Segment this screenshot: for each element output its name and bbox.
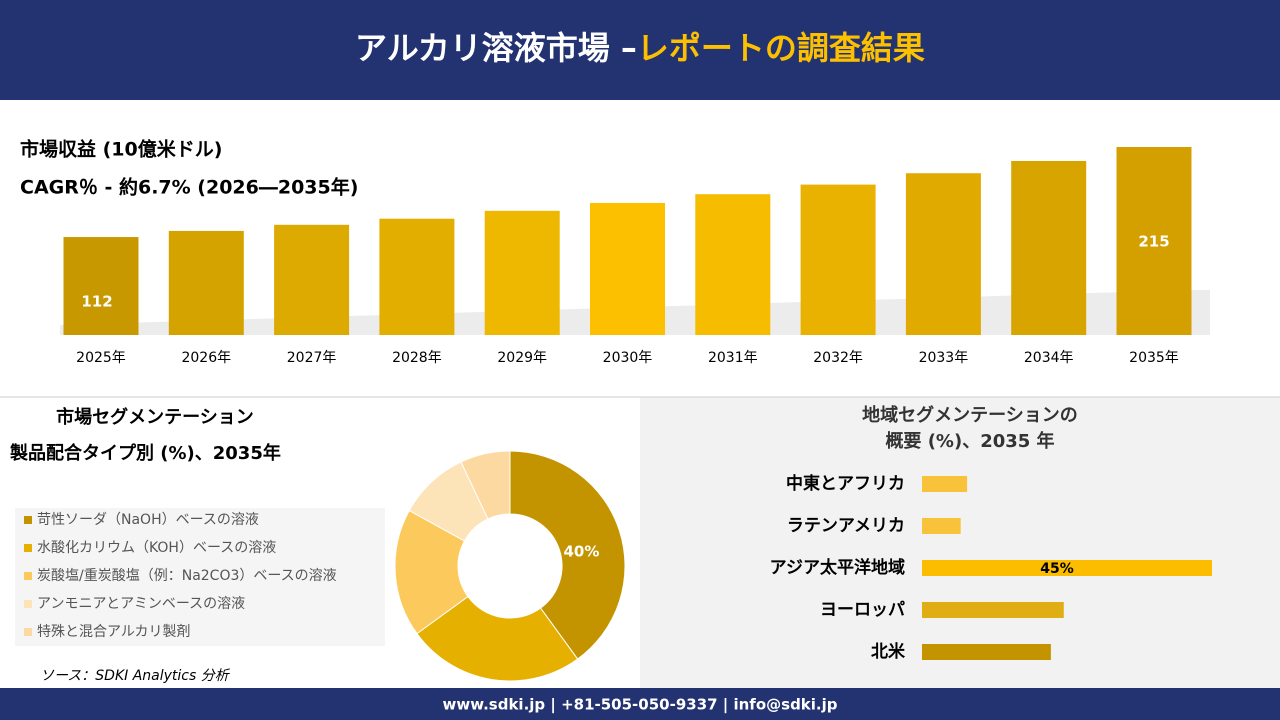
bar: [922, 476, 968, 492]
legend-label: 炭酸塩/重炭酸塩（例：Na2CO3）ベースの溶液: [37, 568, 337, 584]
chart-title: 市場収益 (10億米ドル): [20, 138, 222, 161]
legend-marker: [24, 544, 32, 552]
bar: [905, 173, 981, 335]
bar: [922, 518, 961, 534]
header-title-highlight: レポートの調査結果: [637, 29, 925, 67]
bar: [63, 237, 139, 335]
bar: [168, 230, 244, 335]
bar: [922, 560, 1212, 576]
value-label: 215: [1138, 233, 1169, 251]
value-label: 45%: [1040, 561, 1074, 577]
donut-segment: [460, 450, 511, 520]
legend-label: アンモニアとアミンベースの溶液: [37, 596, 245, 612]
legend-label: 苛性ソーダ（NaOH）ベースの溶液: [37, 511, 259, 528]
y-tick-label: 中東とアフリカ: [786, 473, 905, 494]
donut-segment: [509, 450, 626, 660]
chart-subtitle: CAGR％ - 約6.7% (2026―2035年): [20, 176, 358, 199]
y-tick-label: ラテンアメリカ: [787, 516, 905, 536]
bar: [379, 218, 455, 335]
x-tick-label: 2035年: [1129, 350, 1179, 366]
chart-subtitle: 概要 (%)、2035 年: [885, 430, 1054, 452]
chart-title: 市場セグメンテーション: [56, 406, 254, 428]
bar: [1116, 147, 1192, 335]
bar: [922, 644, 1051, 660]
x-tick-label: 2031年: [708, 350, 758, 366]
bar: [274, 224, 350, 335]
donut-segment: [394, 509, 469, 635]
right-panel: [640, 397, 1280, 688]
x-tick-label: 2032年: [813, 350, 863, 366]
bar: [590, 202, 665, 335]
x-tick-label: 2027年: [287, 350, 337, 366]
legend-label: 特殊と混合アルカリ製剤: [37, 624, 190, 640]
legend-marker: [24, 600, 32, 608]
x-tick-label: 2026年: [181, 350, 231, 366]
x-tick-label: 2033年: [919, 350, 969, 366]
x-tick-label: 2030年: [603, 350, 653, 366]
bar: [800, 184, 876, 335]
y-tick-label: ヨーロッパ: [820, 600, 905, 620]
x-tick-label: 2028年: [392, 350, 442, 366]
legend-box: [15, 508, 385, 646]
header-bar: [0, 0, 1280, 100]
legend-marker: [24, 516, 32, 524]
legend-marker: [24, 628, 32, 636]
x-tick-label: 2029年: [497, 350, 547, 366]
source: ソース：SDKI Analytics 分析: [40, 668, 231, 684]
footer-bar: [0, 688, 1280, 720]
x-tick-label: 2034年: [1024, 350, 1074, 366]
y-tick-label: 北米: [871, 641, 906, 662]
chart-subtitle: 製品配合タイプ別 (%)、2035年: [9, 442, 281, 464]
header-title: アルカリ溶液市場 –: [355, 29, 637, 67]
x-tick-label: 2025年: [76, 350, 126, 366]
value-label: 40%: [563, 543, 599, 561]
bar: [1011, 160, 1087, 335]
bar: [695, 194, 771, 335]
y-tick-label: アジア太平洋地域: [770, 557, 905, 578]
bar: [484, 210, 560, 335]
bar: [922, 602, 1064, 618]
value-label: 112: [81, 293, 112, 311]
donut-segment: [416, 595, 579, 682]
footer-contact: www.sdki.jp | +81-505-050-9337 | info@sd…: [442, 696, 837, 715]
chart-title: 地域セグメンテーションの: [862, 404, 1078, 426]
legend-label: 水酸化カリウム（KOH）ベースの溶液: [37, 540, 276, 556]
legend-marker: [24, 572, 32, 580]
